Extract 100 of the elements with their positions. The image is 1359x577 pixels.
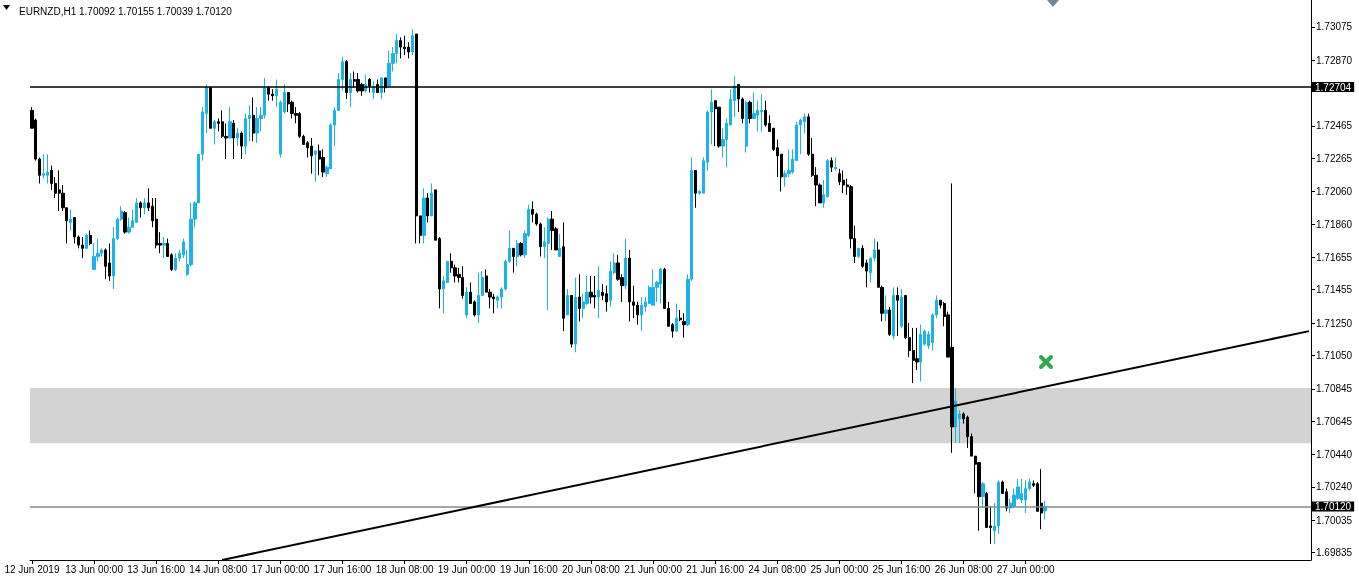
candlestick <box>92 242 96 270</box>
candlestick <box>275 79 278 108</box>
candlestick <box>1040 468 1043 530</box>
candlestick <box>919 324 922 382</box>
candlestick <box>566 288 569 316</box>
candlestick <box>349 72 352 108</box>
candlestick <box>58 169 61 212</box>
candlestick <box>981 481 985 509</box>
candlestick <box>562 221 565 332</box>
ref-line-label: 1.72704 <box>1315 81 1352 93</box>
ref-line-label: 1.70120 <box>1315 500 1352 512</box>
candlestick <box>519 241 523 257</box>
candlestick <box>589 275 593 305</box>
candlestick <box>578 273 581 322</box>
candlestick <box>403 35 406 56</box>
candlestick <box>422 187 426 244</box>
candlestick <box>240 130 243 160</box>
candlestick <box>321 148 325 178</box>
candlestick <box>314 150 317 183</box>
candlestick <box>123 210 127 235</box>
x-tick-label: 19 Jun 16:00 <box>499 563 559 575</box>
candlestick <box>255 106 259 144</box>
candlestick <box>252 96 255 142</box>
x-tick-label: 20 Jun 08:00 <box>562 563 621 575</box>
y-tick-label: 1.71860 <box>1316 218 1353 230</box>
candlestick <box>492 293 495 314</box>
candlestick <box>892 286 895 340</box>
candlestick <box>42 153 45 180</box>
candlestick <box>912 327 915 384</box>
candlestick <box>69 208 72 231</box>
candlestick <box>236 127 239 147</box>
candlestick <box>764 100 767 128</box>
candlestick <box>228 106 232 139</box>
candlestick <box>888 306 891 337</box>
x-tick-label: 25 Jun 00:00 <box>810 563 869 575</box>
candlestick <box>675 303 678 332</box>
y-tick-label: 1.70240 <box>1316 481 1353 493</box>
y-tick-label: 1.70035 <box>1316 514 1353 526</box>
x-tick-label: 19 Jun 00:00 <box>437 563 497 575</box>
candlestick <box>857 247 860 259</box>
candlestick <box>694 169 697 209</box>
candlestick <box>143 197 146 215</box>
y-tick-label: 1.70440 <box>1316 448 1353 460</box>
x-tick-label: 12 Jun 2019 <box>4 563 60 575</box>
x-tick-label: 17 Jun 16:00 <box>313 563 372 575</box>
candlestick <box>411 28 414 56</box>
candlestick <box>884 294 888 322</box>
candlestick <box>900 288 903 329</box>
x-tick-label: 21 Jun 00:00 <box>624 563 683 575</box>
candlestick <box>310 137 313 175</box>
candlestick <box>318 143 321 176</box>
candlestick <box>512 247 515 274</box>
candlestick <box>1024 479 1027 514</box>
y-tick-label: 1.69835 <box>1316 547 1353 559</box>
x-tick-label: 13 Jun 00:00 <box>65 563 124 575</box>
candlestick <box>834 156 837 171</box>
candlestick <box>593 275 596 309</box>
candlestick <box>842 169 845 194</box>
x-tick-label: 13 Jun 16:00 <box>127 563 186 575</box>
y-tick-label: 1.72060 <box>1316 186 1353 198</box>
candlestick <box>465 286 468 319</box>
x-tick-label: 18 Jun 08:00 <box>375 563 434 575</box>
candlestick <box>372 80 375 100</box>
candlestick <box>624 238 627 290</box>
candlestick <box>682 312 686 339</box>
candlestick <box>896 286 899 337</box>
candlestick <box>174 252 177 272</box>
candlestick <box>232 119 235 160</box>
candlestick <box>714 100 717 147</box>
candlestick <box>760 93 763 132</box>
candlestick <box>162 236 166 259</box>
candlestick <box>213 119 216 145</box>
x-tick-label: 14 Jun 08:00 <box>189 563 248 575</box>
y-tick-label: 1.73075 <box>1316 21 1353 33</box>
candlestick <box>89 229 92 246</box>
x-tick-label: 24 Jun 08:00 <box>748 563 807 575</box>
candlestick <box>426 192 429 223</box>
candlestick <box>46 153 49 184</box>
y-tick-label: 1.70845 <box>1316 383 1353 395</box>
candlestick <box>745 100 748 154</box>
candlestick <box>155 197 158 249</box>
x-tick-label: 21 Jun 16:00 <box>686 563 745 575</box>
candlestick <box>651 268 655 306</box>
candlestick <box>516 239 519 267</box>
candlestick <box>574 277 577 353</box>
candlestick <box>108 242 111 282</box>
candlestick <box>85 233 88 249</box>
x-tick-label: 27 Jun 00:00 <box>996 563 1056 575</box>
candlestick <box>73 217 76 244</box>
candlestick <box>640 296 643 332</box>
candlestick <box>531 200 534 223</box>
y-tick-label: 1.72465 <box>1316 120 1353 132</box>
x-tick-label: 26 Jun 08:00 <box>934 563 993 575</box>
candlestick <box>954 387 957 444</box>
y-tick-label: 1.71455 <box>1316 284 1353 296</box>
candlestick <box>104 247 107 280</box>
candlestick <box>748 100 752 124</box>
candlestick <box>597 265 600 319</box>
y-tick-label: 1.71250 <box>1316 317 1353 329</box>
candlestick <box>387 49 391 89</box>
